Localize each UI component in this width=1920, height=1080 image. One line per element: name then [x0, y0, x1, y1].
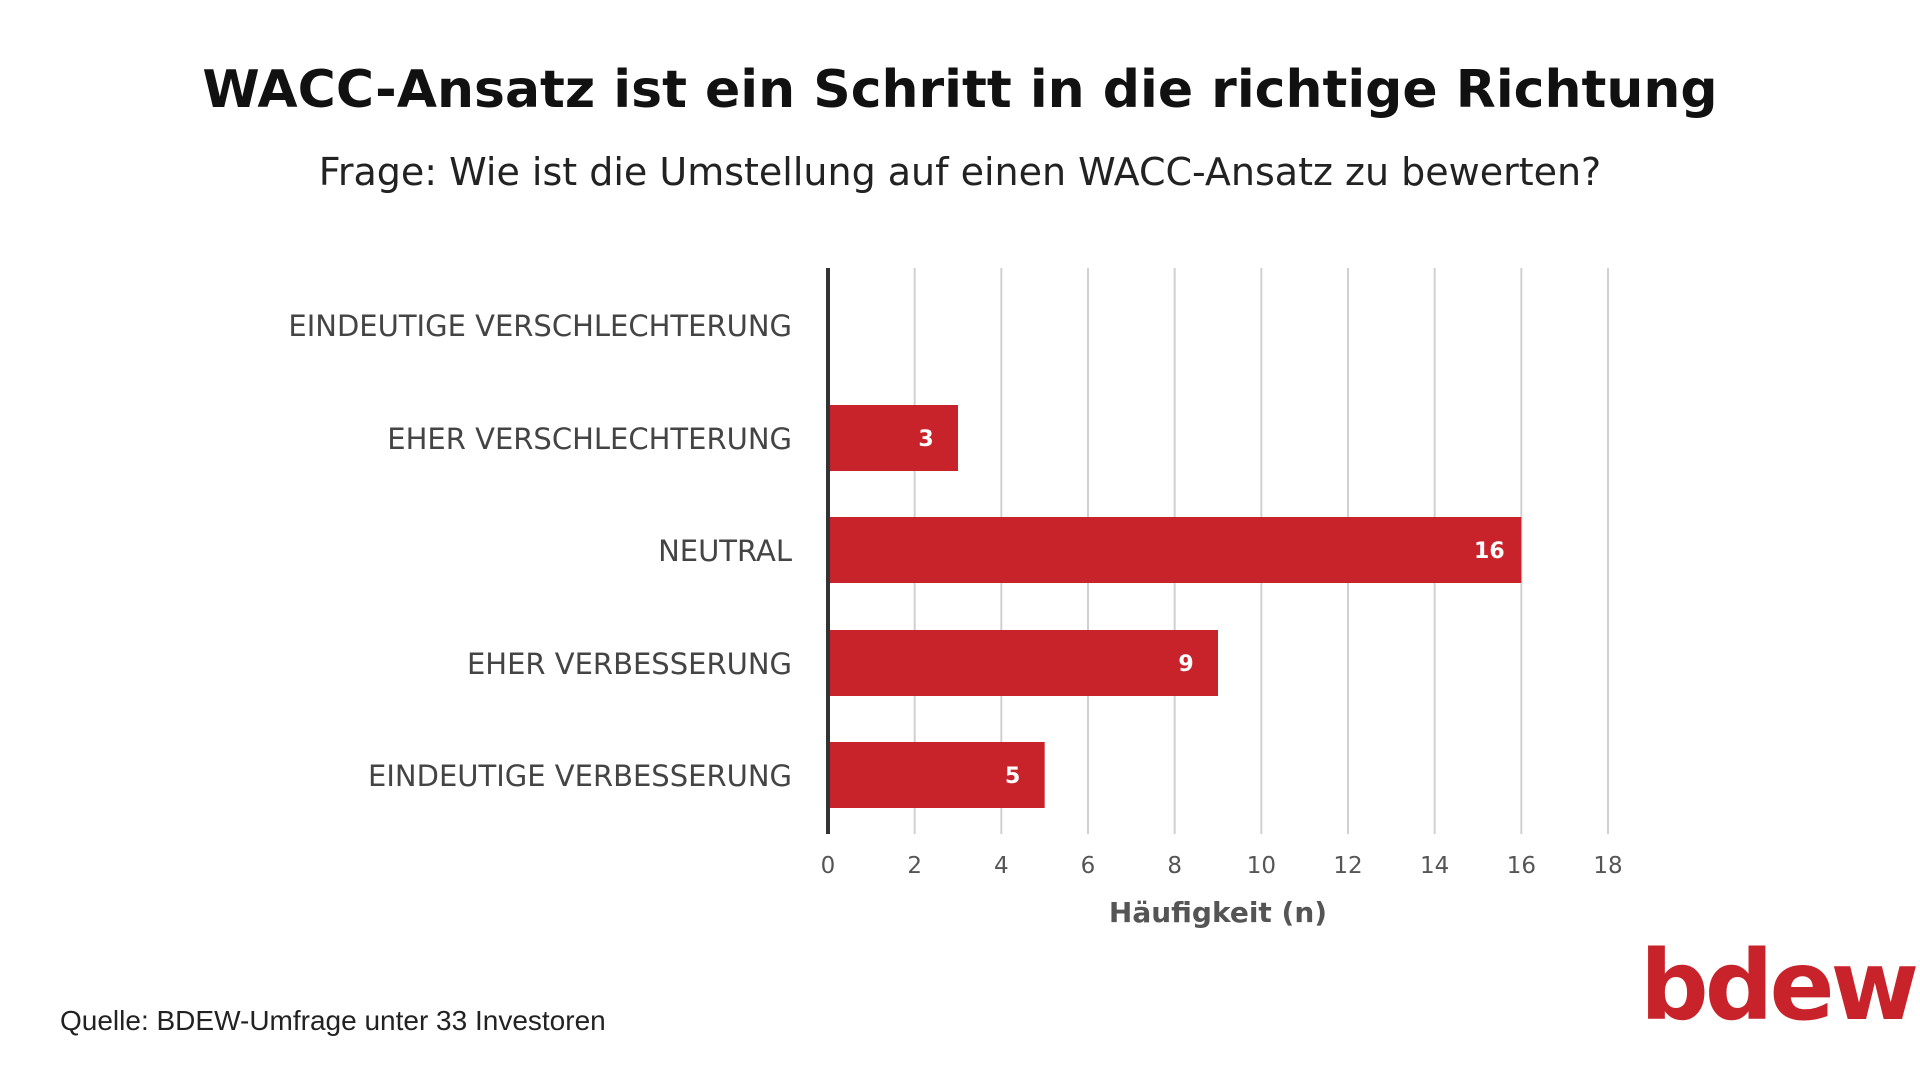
- x-tick-label: 2: [907, 853, 922, 879]
- chart-subtitle: Frage: Wie ist die Umstellung auf einen …: [318, 150, 1602, 194]
- x-tick-label: 0: [821, 853, 836, 879]
- bdew-logo: bdew: [1640, 930, 1919, 1042]
- bar: [828, 517, 1522, 583]
- x-tick-label: 16: [1507, 853, 1536, 879]
- x-tick-label: 4: [994, 853, 1009, 879]
- x-tick-label: 12: [1333, 853, 1362, 879]
- x-tick-label: 18: [1593, 853, 1622, 879]
- bar: [828, 742, 1045, 808]
- category-label: NEUTRAL: [658, 534, 792, 568]
- bar: [828, 405, 958, 471]
- x-tick-label: 10: [1247, 853, 1276, 879]
- category-label: EHER VERBESSERUNG: [467, 647, 792, 681]
- x-tick-label: 8: [1167, 853, 1182, 879]
- data-label: 9: [1178, 652, 1193, 677]
- bar: [828, 630, 1218, 696]
- category-label: EINDEUTIGE VERBESSERUNG: [368, 759, 792, 793]
- data-label: 5: [1005, 764, 1020, 789]
- x-axis-title: Häufigkeit (n): [1109, 896, 1327, 929]
- category-label: EINDEUTIGE VERSCHLECHTERUNG: [288, 309, 792, 343]
- x-tick-label: 6: [1081, 853, 1096, 879]
- source-note: Quelle: BDEW-Umfrage unter 33 Investoren: [60, 1005, 606, 1036]
- chart-title: WACC-Ansatz ist ein Schritt in die richt…: [202, 60, 1718, 120]
- x-tick-label: 14: [1420, 853, 1449, 879]
- category-label: EHER VERSCHLECHTERUNG: [387, 422, 792, 456]
- data-label: 16: [1474, 539, 1505, 564]
- data-label: 3: [918, 427, 933, 452]
